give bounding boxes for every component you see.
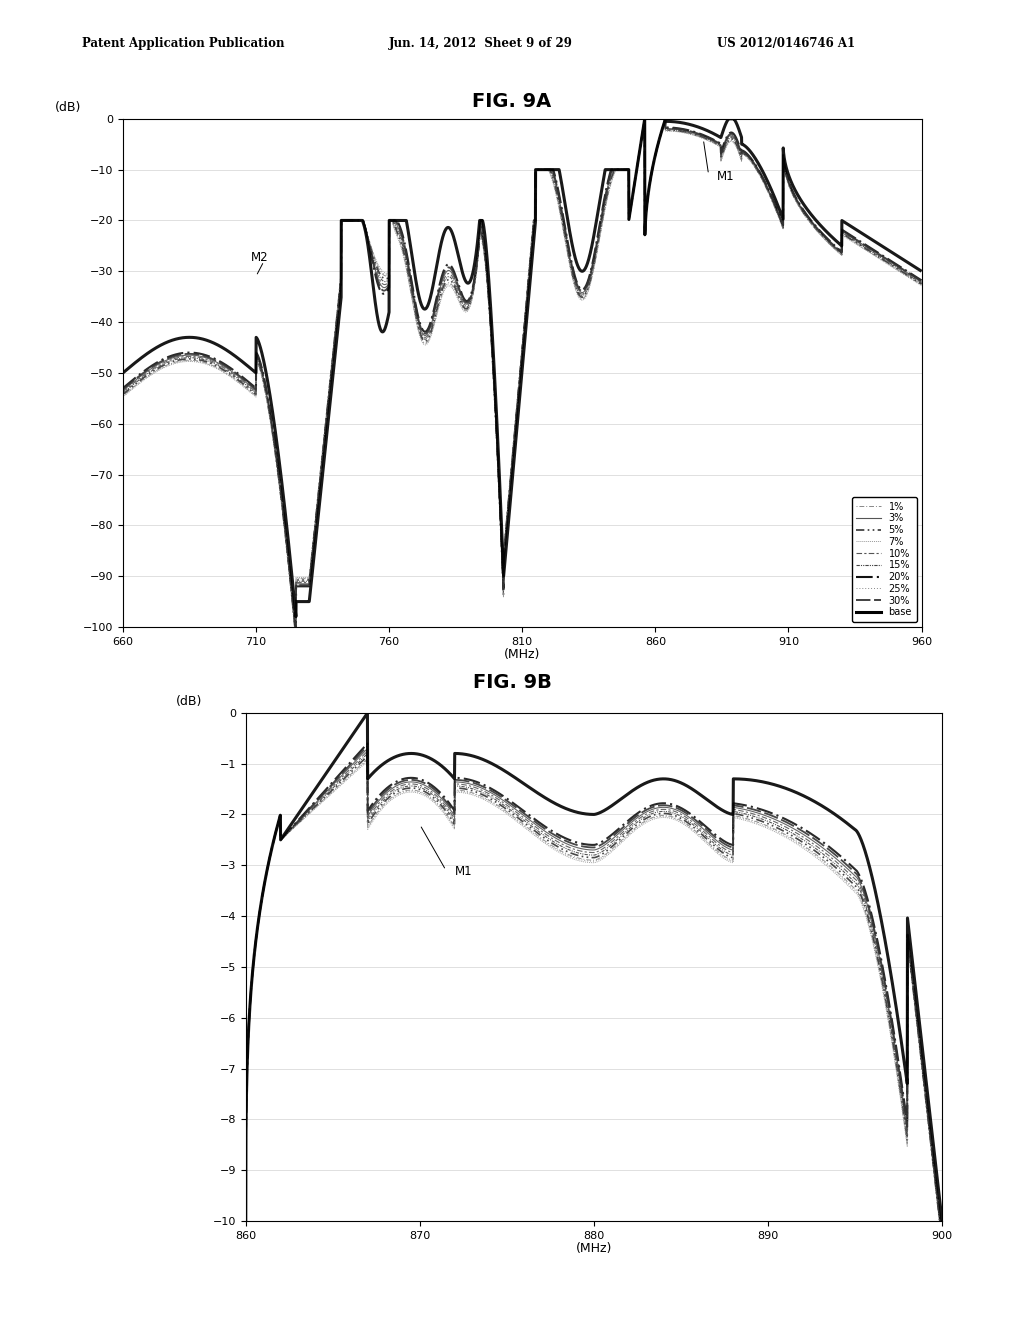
Text: M1: M1 <box>455 866 472 878</box>
Text: Patent Application Publication: Patent Application Publication <box>82 37 285 50</box>
Text: M1: M1 <box>717 170 734 182</box>
Text: (dB): (dB) <box>55 100 81 114</box>
Text: Jun. 14, 2012  Sheet 9 of 29: Jun. 14, 2012 Sheet 9 of 29 <box>389 37 573 50</box>
Text: FIG. 9B: FIG. 9B <box>472 673 552 692</box>
Text: US 2012/0146746 A1: US 2012/0146746 A1 <box>717 37 855 50</box>
Text: M2: M2 <box>251 251 268 264</box>
X-axis label: (MHz): (MHz) <box>504 648 541 661</box>
Text: (dB): (dB) <box>176 694 203 708</box>
X-axis label: (MHz): (MHz) <box>575 1242 612 1255</box>
Legend: 1%, 3%, 5%, 7%, 10%, 15%, 20%, 25%, 30%, base: 1%, 3%, 5%, 7%, 10%, 15%, 20%, 25%, 30%,… <box>852 496 916 622</box>
Text: FIG. 9A: FIG. 9A <box>472 92 552 111</box>
